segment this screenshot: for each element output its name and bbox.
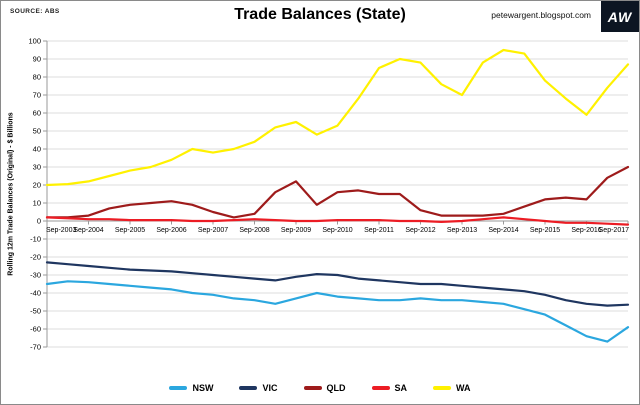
legend-label: NSW xyxy=(192,383,214,393)
x-axis-tick-label: Sep-2011 xyxy=(364,227,394,234)
x-axis-tick-label: Sep-2015 xyxy=(530,227,560,234)
legend-item-NSW: NSW xyxy=(169,383,213,393)
legend-swatch-WA xyxy=(433,386,452,390)
legend-label: WA xyxy=(456,383,471,393)
y-axis-tick-label: 20 xyxy=(33,181,41,190)
aw-logo: AW xyxy=(601,1,639,32)
x-axis-tick-label: Sep-2005 xyxy=(115,227,145,234)
x-axis-tick-label: Sep-2016 xyxy=(571,227,601,234)
series-line-QLD xyxy=(45,165,630,219)
x-axis-tick-label: Sep-2006 xyxy=(156,227,186,234)
x-axis-tick-label: Sep-2017 xyxy=(599,227,629,234)
x-axis-tick-label: Sep-2004 xyxy=(73,227,103,234)
x-axis-tick-label: Sep-2013 xyxy=(447,227,477,234)
aw-logo-text: AW xyxy=(607,8,633,25)
source-label: SOURCE: ABS xyxy=(10,8,60,15)
legend-item-VIC: VIC xyxy=(239,383,278,393)
legend-swatch-NSW xyxy=(169,386,188,390)
x-axis-tick-label: Sep-2007 xyxy=(198,227,228,234)
x-axis-tick-label: Sep-2012 xyxy=(405,227,435,234)
x-axis-tick-label: Sep-2008 xyxy=(239,227,269,234)
y-axis-tick-label: 30 xyxy=(33,163,41,172)
x-axis-tick-label: Sep-2009 xyxy=(281,227,311,234)
legend-label: SA xyxy=(394,383,408,393)
y-axis-tick-label: -50 xyxy=(30,307,41,316)
y-axis-tick-label: -60 xyxy=(30,325,41,334)
chart-title: Trade Balances (State) xyxy=(234,6,406,23)
legend-swatch-VIC xyxy=(239,386,258,390)
y-axis-tick-label: 10 xyxy=(33,199,41,208)
legend-label: VIC xyxy=(262,383,278,393)
y-axis-tick-label: 80 xyxy=(33,73,41,82)
x-axis-tick-label: Sep-2010 xyxy=(322,227,352,234)
chart-legend: NSW VIC QLD SA WA xyxy=(1,383,639,393)
legend-item-SA: SA xyxy=(371,383,408,393)
legend-item-QLD: QLD xyxy=(303,383,346,393)
y-axis-tick-label: 50 xyxy=(33,127,41,136)
legend-swatch-QLD xyxy=(303,386,322,390)
legend-label: QLD xyxy=(326,383,346,393)
legend-swatch-SA xyxy=(371,386,390,390)
y-axis-tick-label: 90 xyxy=(33,55,41,64)
series-line-SA xyxy=(45,216,630,226)
legend-item-WA: WA xyxy=(433,383,471,393)
y-axis-tick-label: 100 xyxy=(28,37,41,46)
series-line-NSW xyxy=(45,280,630,343)
y-axis-tick-label: -20 xyxy=(30,253,41,262)
y-axis-tick-label: 40 xyxy=(33,145,41,154)
y-axis-tick-label: 70 xyxy=(33,91,41,100)
series-line-WA xyxy=(45,48,630,187)
y-axis-tick-label: -10 xyxy=(30,235,41,244)
y-axis-tick-label: -30 xyxy=(30,271,41,280)
x-axis-tick-label: Sep-2003 xyxy=(46,227,76,234)
y-axis-tick-label: 0 xyxy=(37,217,41,226)
x-axis-tick-label: Sep-2014 xyxy=(488,227,518,234)
y-axis-tick-label: -70 xyxy=(30,343,41,352)
series-line-VIC xyxy=(45,261,630,307)
y-axis-tick-label: 60 xyxy=(33,109,41,118)
website-url: petewargent.blogspot.com xyxy=(491,10,591,20)
y-axis-tick-label: -40 xyxy=(30,289,41,298)
